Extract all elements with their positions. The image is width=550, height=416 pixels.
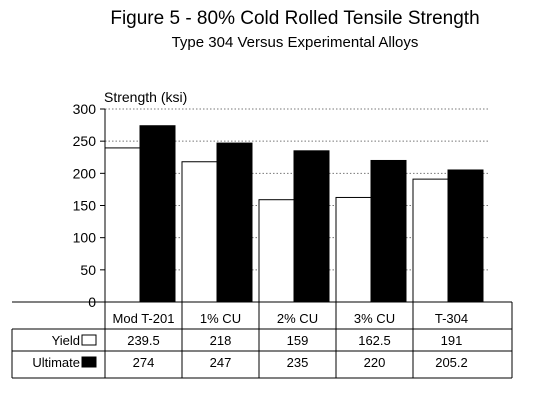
y-tick-label: 250 <box>73 133 97 149</box>
legend-label-yield: Yield <box>52 333 80 348</box>
legend-label-ultimate: Ultimate <box>32 355 80 370</box>
table-value-ultimate: 274 <box>133 355 155 370</box>
table-value-yield: 218 <box>210 333 232 348</box>
chart-title: Figure 5 - 80% Cold Rolled Tensile Stren… <box>110 8 479 29</box>
x-category-label: 1% CU <box>200 311 241 326</box>
table-value-yield: 159 <box>287 333 309 348</box>
bar-yield-0 <box>104 147 141 303</box>
bar-ultimate-0 <box>139 125 176 303</box>
table-value-ultimate: 247 <box>210 355 232 370</box>
legend-swatch-ultimate <box>81 356 97 368</box>
y-tick-label: 50 <box>80 262 96 278</box>
x-category-label: Mod T-201 <box>113 311 175 326</box>
table-value-yield: 191 <box>441 333 463 348</box>
table-value-ultimate: 220 <box>364 355 386 370</box>
x-category-label: 3% CU <box>354 311 395 326</box>
bar-yield-1 <box>181 161 218 303</box>
bar-ultimate-1 <box>216 142 253 303</box>
y-axis-label: Strength (ksi) <box>104 89 187 105</box>
table-value-yield: 162.5 <box>358 333 391 348</box>
bar-yield-4 <box>412 178 449 303</box>
bar-ultimate-3 <box>370 159 407 303</box>
bar-yield-3 <box>335 196 372 303</box>
bar-ultimate-2 <box>293 150 330 303</box>
y-tick-label: 300 <box>73 101 97 117</box>
y-tick-label: 100 <box>73 230 97 246</box>
bar-yield-2 <box>258 199 295 303</box>
table-value-yield: 239.5 <box>127 333 160 348</box>
chart-subtitle: Type 304 Versus Experimental Alloys <box>172 34 419 51</box>
data-table: Mod T-201 1% CU 2% CU 3% CU T-304 Yield 239.5 2… <box>11 301 513 379</box>
x-category-label: T-304 <box>435 311 468 326</box>
bar-ultimate-4 <box>447 169 484 303</box>
x-category-label: 2% CU <box>277 311 318 326</box>
y-tick-label: 200 <box>73 165 97 181</box>
table-value-ultimate: 205.2 <box>435 355 468 370</box>
y-tick-label: 150 <box>73 198 97 214</box>
bars-layer <box>104 125 484 303</box>
legend-swatch-yield <box>81 334 97 346</box>
table-value-ultimate: 235 <box>287 355 309 370</box>
